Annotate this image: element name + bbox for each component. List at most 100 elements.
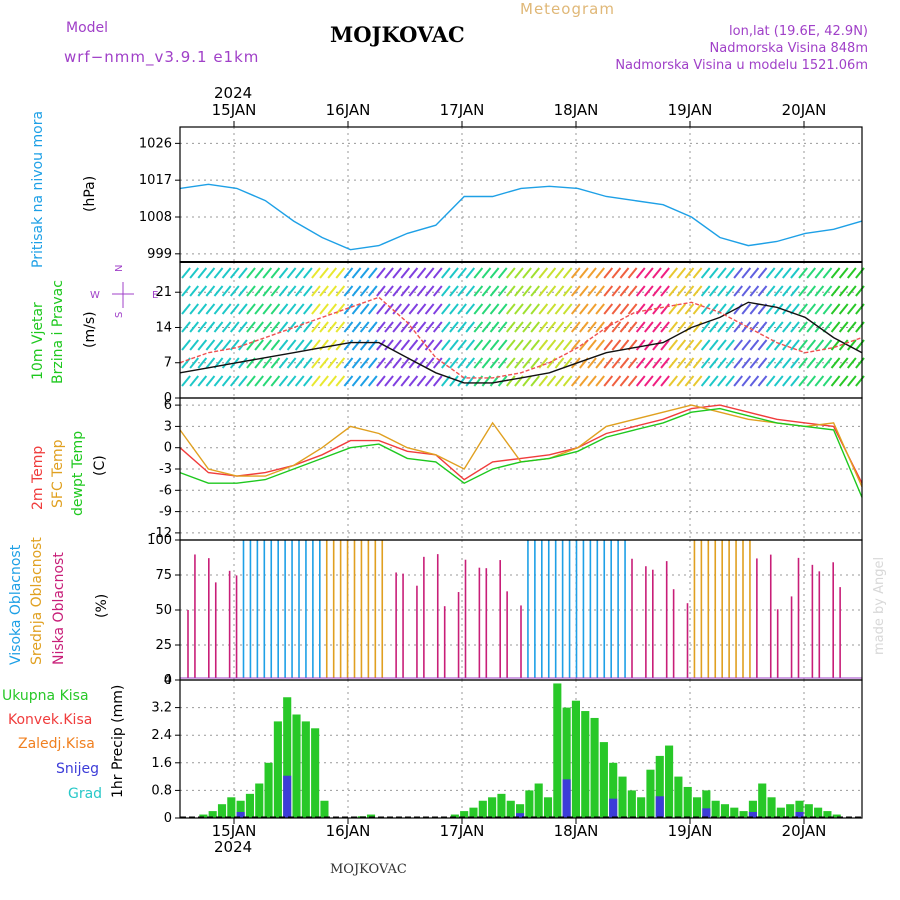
wind-barb	[270, 267, 281, 279]
lonlat-label: lon,lat (19.6E, 42.9N)	[729, 24, 868, 39]
wind-barb	[497, 321, 508, 333]
wind-barb	[806, 267, 817, 279]
wind-barb	[790, 339, 800, 351]
wind-barb	[457, 285, 467, 297]
wind-barb	[562, 267, 573, 279]
wind-barb	[221, 267, 232, 279]
wind-barb	[465, 303, 476, 315]
wind-barb	[765, 285, 776, 297]
wind-barb	[270, 357, 281, 369]
wind-barb	[676, 285, 687, 297]
wind-barb	[522, 357, 532, 369]
wind-barb	[221, 357, 232, 369]
wind-barb	[221, 285, 232, 297]
wind-barb	[481, 267, 492, 279]
wind-barb	[489, 267, 500, 279]
wind-barb	[830, 303, 841, 315]
wind-barb	[741, 267, 752, 279]
wind-barb	[587, 357, 597, 369]
wind-barb	[254, 375, 264, 387]
snow-bar	[609, 798, 618, 818]
wind-barb	[238, 303, 248, 315]
wind-barb	[798, 303, 808, 315]
wind-barb	[587, 303, 597, 315]
wind-barb	[327, 339, 338, 351]
wind-barb	[181, 267, 191, 279]
wind-barb	[343, 285, 354, 297]
wind-barb	[286, 357, 297, 369]
wind-barb	[473, 267, 484, 279]
wind-barb	[627, 357, 638, 369]
wind-barb	[652, 321, 662, 333]
wind-barb	[319, 375, 329, 387]
wind-barb	[465, 339, 476, 351]
wind-barb	[286, 321, 297, 333]
wind-barb	[335, 321, 346, 333]
wind-legend-n: N	[114, 265, 125, 272]
wind-barb	[181, 339, 191, 351]
wind-barb	[619, 357, 630, 369]
wind-barb	[473, 303, 484, 315]
wind-barb	[522, 339, 532, 351]
wind-barb	[441, 321, 451, 333]
wind-barb	[262, 375, 273, 387]
wind-barb	[505, 285, 516, 297]
wind-barb	[838, 375, 849, 387]
wind-barb	[846, 267, 857, 279]
wind-barb	[205, 339, 216, 351]
y-tick-label: 0.8	[151, 783, 172, 798]
wind-barb	[303, 267, 313, 279]
wind-barb	[708, 303, 719, 315]
wind-barb	[644, 321, 654, 333]
precip-bar	[264, 762, 273, 818]
wind-barb	[189, 375, 200, 387]
wind-barb	[725, 285, 735, 297]
altitude-label: Nadmorska Visina 848m	[709, 41, 869, 56]
wind-barb	[700, 375, 711, 387]
wind-barb	[213, 285, 224, 297]
wind-barb	[505, 267, 516, 279]
wind-barb	[814, 357, 825, 369]
temp-dewpt-line	[179, 407, 863, 498]
wind-barb	[303, 357, 313, 369]
y-tick-label: 999	[147, 247, 172, 262]
wind-barb	[554, 267, 565, 279]
wind-barb	[611, 267, 622, 279]
precip-legend-snow: Snijeg	[56, 761, 100, 777]
wind-barb	[311, 339, 321, 351]
wind-barb	[838, 357, 849, 369]
wind-barb	[432, 303, 443, 315]
wind-barb	[514, 303, 524, 315]
wind-barb	[197, 375, 208, 387]
wind-barb	[367, 339, 378, 351]
wind-barb	[538, 339, 549, 351]
wind-barb	[830, 285, 841, 297]
wind-barb	[343, 321, 354, 333]
wind-barb	[773, 285, 784, 297]
wind-barb	[749, 267, 760, 279]
wind-barb	[846, 357, 857, 369]
panel-frame	[179, 126, 863, 263]
wind-barb	[286, 285, 297, 297]
precip-bar	[460, 811, 469, 818]
wind-barb	[741, 375, 752, 387]
precip-bar	[273, 721, 282, 818]
wind-barb	[619, 375, 630, 387]
wind-barb	[254, 357, 264, 369]
wind-barb	[814, 339, 825, 351]
precip-bar	[804, 804, 813, 818]
wind-barb	[238, 285, 248, 297]
wind-barb	[700, 303, 711, 315]
wind-barb	[855, 303, 865, 315]
wind-barb	[497, 357, 508, 369]
y-tick-label: 7	[164, 356, 172, 371]
wind-barb	[424, 321, 435, 333]
wind-barb	[570, 375, 581, 387]
wind-barb	[246, 285, 256, 297]
wind-barb	[830, 357, 841, 369]
wind-barb	[619, 267, 630, 279]
wind-barb	[286, 339, 297, 351]
snow-bar	[283, 775, 292, 818]
wind-barb	[303, 375, 313, 387]
wind-barb	[611, 321, 622, 333]
